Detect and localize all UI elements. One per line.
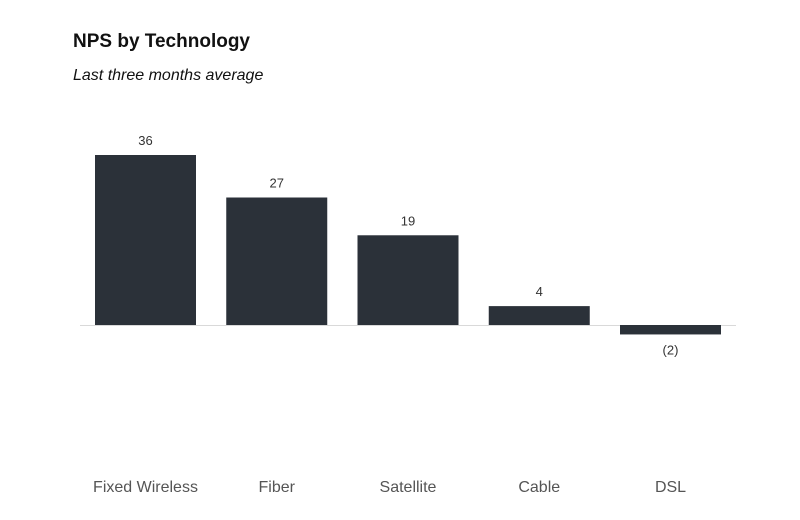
x-tick-label-fiber: Fiber — [259, 479, 296, 496]
x-tick-label-fixed-wireless: Fixed Wireless — [93, 479, 198, 496]
bar-cable — [488, 306, 590, 325]
bar-fixed-wireless — [95, 155, 196, 325]
data-labels-group: 36 27 19 4 (2) — [138, 133, 678, 357]
x-tick-label-satellite: Satellite — [380, 479, 437, 496]
bar-satellite — [357, 235, 459, 325]
chart-title: NPS by Technology — [73, 31, 251, 52]
chart-subtitle: Last three months average — [73, 67, 264, 84]
data-label-fixed-wireless: 36 — [138, 133, 152, 148]
bar-fiber — [226, 197, 328, 325]
x-tick-label-cable: Cable — [518, 479, 560, 496]
x-tick-label-dsl: DSL — [655, 479, 686, 496]
bar-dsl — [620, 325, 721, 335]
x-tick-labels-group: Fixed Wireless Fiber Satellite Cable DSL — [93, 479, 686, 496]
bars-group — [95, 155, 721, 335]
data-label-cable: 4 — [536, 284, 543, 299]
data-label-dsl: (2) — [663, 342, 679, 357]
data-label-fiber: 27 — [270, 176, 284, 191]
data-label-satellite: 19 — [401, 213, 415, 228]
